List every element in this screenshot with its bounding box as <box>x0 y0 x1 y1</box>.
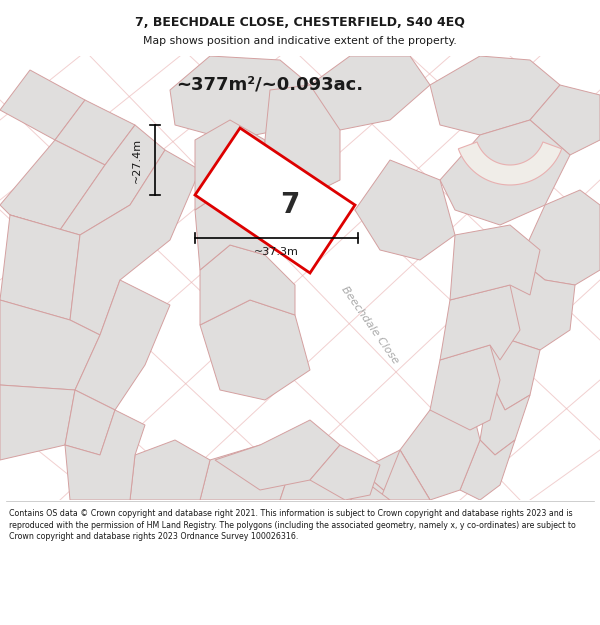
Text: Beechdale Close: Beechdale Close <box>340 284 401 366</box>
Polygon shape <box>310 445 380 500</box>
Polygon shape <box>55 100 135 165</box>
Polygon shape <box>200 300 310 400</box>
Polygon shape <box>440 120 570 225</box>
Polygon shape <box>280 460 370 500</box>
PathPatch shape <box>458 142 562 185</box>
Polygon shape <box>430 56 560 135</box>
Polygon shape <box>10 125 165 235</box>
Polygon shape <box>70 150 200 335</box>
Polygon shape <box>350 485 390 500</box>
Text: 7: 7 <box>280 191 299 219</box>
Polygon shape <box>430 345 500 430</box>
Polygon shape <box>480 380 530 455</box>
Polygon shape <box>440 285 520 360</box>
Polygon shape <box>295 490 360 500</box>
Polygon shape <box>170 56 310 140</box>
Text: ~377m²/~0.093ac.: ~377m²/~0.093ac. <box>176 76 364 94</box>
Polygon shape <box>130 440 210 500</box>
Text: Map shows position and indicative extent of the property.: Map shows position and indicative extent… <box>143 36 457 46</box>
Polygon shape <box>520 190 600 285</box>
Polygon shape <box>200 245 295 325</box>
Polygon shape <box>330 470 395 500</box>
Polygon shape <box>265 85 340 200</box>
Polygon shape <box>200 445 290 500</box>
Text: ~37.3m: ~37.3m <box>254 247 299 257</box>
Polygon shape <box>310 490 360 500</box>
Polygon shape <box>280 56 430 130</box>
Polygon shape <box>75 280 170 410</box>
Polygon shape <box>490 260 575 350</box>
Polygon shape <box>195 190 280 270</box>
Polygon shape <box>460 440 515 500</box>
Polygon shape <box>0 300 100 390</box>
Polygon shape <box>65 410 145 500</box>
Polygon shape <box>355 160 455 260</box>
Polygon shape <box>490 315 540 410</box>
Text: 7, BEECHDALE CLOSE, CHESTERFIELD, S40 4EQ: 7, BEECHDALE CLOSE, CHESTERFIELD, S40 4E… <box>135 16 465 29</box>
Polygon shape <box>0 140 105 230</box>
Polygon shape <box>530 85 600 155</box>
Polygon shape <box>0 70 85 140</box>
Polygon shape <box>195 120 265 210</box>
Polygon shape <box>215 420 340 490</box>
Polygon shape <box>400 400 480 500</box>
Polygon shape <box>0 385 75 460</box>
Polygon shape <box>65 390 115 455</box>
Polygon shape <box>450 225 540 300</box>
Text: ~27.4m: ~27.4m <box>132 138 142 182</box>
Text: Contains OS data © Crown copyright and database right 2021. This information is : Contains OS data © Crown copyright and d… <box>9 509 576 541</box>
Polygon shape <box>380 450 430 500</box>
Polygon shape <box>0 215 80 320</box>
Polygon shape <box>360 450 430 500</box>
Polygon shape <box>195 128 355 273</box>
